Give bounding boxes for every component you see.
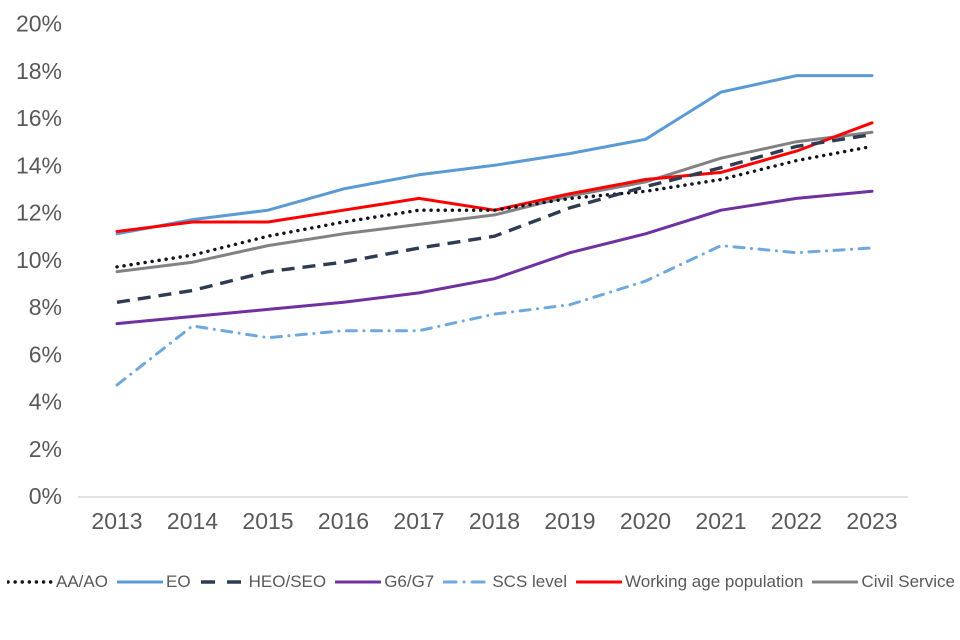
x-axis-tick-label: 2013	[91, 508, 142, 534]
x-axis-tick-label: 2023	[846, 508, 897, 534]
y-axis-tick-label: 12%	[16, 200, 62, 226]
legend-swatch-scs-level-line-icon	[443, 580, 490, 584]
legend-swatch-g6-g7-line-icon	[335, 580, 382, 584]
legend-swatch-civil-service-line-icon	[812, 580, 859, 584]
legend-swatch-eo-line-icon	[117, 580, 164, 584]
legend-label-aa-ao: AA/AO	[56, 572, 108, 591]
y-axis-tick-label: 14%	[16, 152, 62, 178]
series-line-aa-ao	[115, 144, 874, 269]
y-axis-tick-label: 16%	[16, 105, 62, 131]
legend-label-working-age-population: Working age population	[625, 572, 804, 591]
legend-item-g6-g7: G6/G7	[335, 572, 434, 592]
y-axis-tick-label: 0%	[29, 483, 62, 509]
legend-swatch-working-age-population-line-icon	[576, 580, 623, 584]
legend-item-civil-service: Civil Service	[812, 572, 955, 592]
legend-item-aa-ao: AA/AO	[7, 572, 108, 592]
legend-item-heo-seo: HEO/SEO	[200, 572, 326, 592]
chart-legend: AA/AO EO HEO/SEO G6/G7 SCS level Working age …	[0, 572, 960, 592]
legend-label-scs-level: SCS level	[492, 572, 567, 591]
legend-swatch-heo-seo-line-icon	[200, 580, 245, 584]
series-line-scs-level	[115, 244, 874, 387]
legend-item-eo: EO	[117, 572, 191, 592]
legend-label-heo-seo: HEO/SEO	[248, 572, 327, 591]
series-line-civil-service	[115, 130, 874, 274]
y-axis-tick-label: 2%	[29, 436, 62, 462]
x-axis-tick-label: 2015	[242, 508, 293, 534]
y-axis-tick-label: 10%	[16, 247, 62, 273]
x-axis-tick-label: 2022	[771, 508, 822, 534]
x-axis-tick-label: 2016	[318, 508, 369, 534]
y-axis-tick-label: 4%	[29, 389, 62, 415]
y-axis-tick-label: 6%	[29, 341, 62, 367]
legend-label-civil-service: Civil Service	[861, 572, 955, 591]
legend-label-eo: EO	[166, 572, 191, 591]
series-line-g6-g7	[115, 189, 874, 326]
legend-item-working-age-population: Working age population	[576, 572, 803, 592]
legend-item-scs-level: SCS level	[443, 572, 567, 592]
x-axis-tick-label: 2017	[393, 508, 444, 534]
line-chart: 0% 2% 4% 6% 8% 10% 12% 14% 16% 18% 20% 2013 2014 2015…	[16, 11, 908, 534]
x-axis-tick-label: 2014	[167, 508, 218, 534]
legend-label-g6-g7: G6/G7	[384, 572, 435, 591]
x-axis-tick-label: 2021	[695, 508, 746, 534]
series-line-heo-seo	[116, 132, 873, 304]
y-axis-tick-label: 8%	[29, 294, 62, 320]
x-axis-tick-label: 2020	[620, 508, 671, 534]
legend-swatch-aa-ao-line-icon	[7, 580, 53, 584]
y-axis-tick-label: 18%	[16, 58, 62, 84]
x-axis-tick-label: 2018	[469, 508, 520, 534]
series-line-eo	[115, 74, 874, 236]
x-axis-tick-label: 2019	[544, 508, 595, 534]
y-axis-tick-label: 20%	[16, 11, 62, 37]
